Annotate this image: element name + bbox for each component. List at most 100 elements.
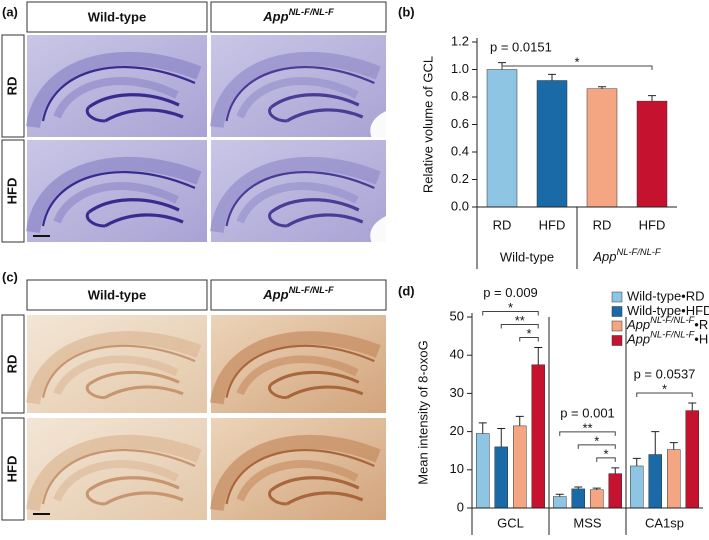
legend-label-suffix: •RD xyxy=(694,317,709,332)
dg-upper xyxy=(88,476,180,492)
bar xyxy=(586,88,618,208)
significance-label: * xyxy=(662,381,667,396)
panel-label: (d) xyxy=(398,283,415,298)
annotation: p = 0.0151 xyxy=(490,39,552,54)
micrograph xyxy=(26,140,207,242)
significance-label: * xyxy=(526,326,531,341)
column-header-box xyxy=(210,279,387,311)
bar xyxy=(667,449,681,509)
row-header-box xyxy=(1,417,25,521)
micrograph xyxy=(210,35,386,137)
column-header-box xyxy=(210,1,387,33)
legend-swatch xyxy=(611,306,623,317)
error-bar xyxy=(548,73,556,81)
ca-band xyxy=(210,156,381,234)
group-label: AppNL-F/NL-F xyxy=(592,247,662,264)
y-tick-label: 0 xyxy=(457,499,464,514)
legend-label: Wild-type•HFD xyxy=(627,303,709,318)
row-header-box xyxy=(1,314,25,414)
ca-band xyxy=(210,331,381,405)
y-tick-label: 0.2 xyxy=(451,171,469,186)
legend-label-sup: NL-F/NL-F xyxy=(650,315,695,325)
bar xyxy=(486,69,518,208)
row-header: RD xyxy=(4,355,19,374)
dg-tip xyxy=(85,210,106,228)
significance-bracket xyxy=(559,431,616,436)
column-header-sup: NL-F/NL-F xyxy=(289,7,334,17)
bar xyxy=(636,100,668,208)
significance-label: ** xyxy=(582,420,592,435)
column-header-base: App xyxy=(262,287,288,302)
column-header: Wild-type xyxy=(88,287,146,302)
x-tick-label: GCL xyxy=(497,515,524,530)
inner-band xyxy=(53,77,179,119)
y-tick-label: 0.8 xyxy=(451,88,469,103)
row-header-box xyxy=(1,139,25,243)
tissue-edge xyxy=(370,216,386,242)
error-bar xyxy=(688,402,697,411)
x-tick-label: HFD xyxy=(639,217,666,232)
inner-band xyxy=(236,460,359,502)
dg-lower xyxy=(104,108,184,123)
dg-upper xyxy=(270,198,360,214)
column-header: Wild-type xyxy=(88,9,146,24)
error-bar xyxy=(592,487,601,490)
ca-band xyxy=(210,434,381,512)
group-label: Wild-type xyxy=(500,249,554,264)
ca-band xyxy=(26,156,202,234)
ca-band xyxy=(26,51,202,129)
inner-band xyxy=(236,77,359,119)
x-tick-label: HFD xyxy=(539,217,566,232)
bar xyxy=(648,454,662,509)
dg-lower xyxy=(104,213,184,228)
significance-bracket xyxy=(482,311,539,316)
micrograph xyxy=(26,315,207,413)
significance-label: ** xyxy=(515,313,525,328)
inner-band xyxy=(53,355,179,396)
bar xyxy=(608,473,622,509)
dg-tip xyxy=(268,488,287,506)
annotation: p = 0.0537 xyxy=(634,366,696,381)
column-header-box xyxy=(26,1,208,33)
panel-label: (b) xyxy=(398,4,415,19)
dg-tip xyxy=(268,105,287,123)
tissue-edge xyxy=(370,111,386,137)
inner-band xyxy=(236,182,359,224)
legend-label: AppNL-F/NL-F•RD xyxy=(626,315,709,332)
significance-label: * xyxy=(603,446,608,461)
ca-layer xyxy=(225,344,375,398)
group-label-sup: NL-F/NL-F xyxy=(617,247,662,257)
significance-label: * xyxy=(574,54,579,69)
y-tick-label: 40 xyxy=(450,347,464,362)
dg-upper xyxy=(270,476,360,492)
dg-tip xyxy=(85,383,106,400)
ca-layer xyxy=(225,448,375,505)
legend-label: Wild-type•RD xyxy=(627,288,705,303)
legend-swatch xyxy=(611,335,623,346)
bar xyxy=(536,80,568,208)
error-bar xyxy=(648,95,656,102)
legend-label-base: App xyxy=(626,317,650,332)
group-label-base: App xyxy=(592,249,616,264)
panel-label: (a) xyxy=(2,4,18,19)
significance-bracket xyxy=(636,392,693,397)
error-bar xyxy=(515,415,524,426)
significance-label: * xyxy=(508,300,513,315)
legend-swatch xyxy=(611,320,623,332)
dg-upper xyxy=(88,93,180,109)
significance-bracket xyxy=(500,324,539,329)
dg-lower xyxy=(286,108,364,123)
column-header-sup: NL-F/NL-F xyxy=(289,285,334,295)
annotation: p = 0.001 xyxy=(560,405,615,420)
ca-band xyxy=(26,331,202,405)
annotation: p = 0.009 xyxy=(483,285,538,300)
inner-band xyxy=(53,460,179,502)
dg-upper xyxy=(88,370,180,386)
bar xyxy=(571,488,585,509)
dg-tip xyxy=(268,210,287,228)
dg-lower xyxy=(104,491,184,506)
ca-layer xyxy=(225,65,375,122)
bar xyxy=(553,496,567,509)
row-header: RD xyxy=(4,77,19,96)
ca-layer xyxy=(41,344,196,398)
